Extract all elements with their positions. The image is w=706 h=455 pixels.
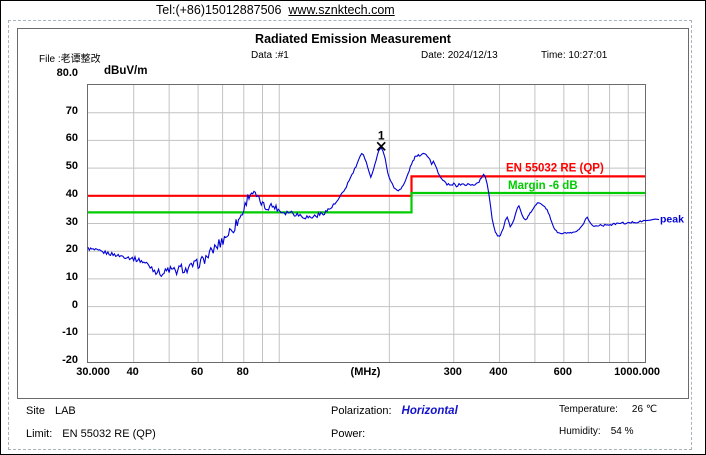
polarization-field: Polarization: Horizontal: [331, 405, 458, 417]
temperature-value: 26 ℃: [631, 404, 658, 415]
x-tick-label: (MHz): [350, 366, 381, 378]
y-tick-label: -20: [62, 354, 78, 366]
chart-frame-box: [17, 28, 689, 399]
site-label: Site: [26, 405, 45, 417]
polarization-value: Horizontal: [401, 405, 458, 417]
y-tick-label: 50: [65, 160, 78, 173]
margin-line-label: Margin -6 dB: [508, 180, 578, 192]
temperature-field: Temperature: 26 ℃: [559, 404, 657, 415]
y-tick-label: 0: [71, 298, 78, 311]
data-value: #1: [277, 50, 289, 61]
x-tick-label: 400: [489, 366, 508, 378]
peak-trace: [87, 147, 660, 278]
x-tick-label: 60: [190, 366, 204, 378]
y-tick-label: 40: [65, 187, 78, 200]
y-tick-label: 10: [65, 270, 78, 283]
date-label: Date:: [421, 50, 445, 61]
phone-number: Tel:(+86)15012887506: [156, 3, 282, 17]
date-field: Date: 2024/12/13: [421, 50, 498, 61]
limit-label: Limit:: [26, 428, 53, 440]
y-tick-label: 60: [65, 132, 78, 145]
site-value: LAB: [54, 405, 76, 417]
x-tick-label: 600: [553, 366, 573, 378]
site-field: Site LAB: [26, 405, 76, 417]
limit-line-label: EN 55032 RE (QP): [506, 162, 604, 174]
time-field: Time: 10:27:01: [541, 50, 607, 61]
humidity-label: Humidity:: [559, 426, 601, 437]
margin-line: [88, 191, 645, 214]
humidity-value: 54 %: [610, 426, 634, 437]
file-field: File :老谭整改: [39, 50, 101, 65]
x-tick-label: 1000.000: [614, 366, 661, 378]
website-link[interactable]: www.sznktech.com: [288, 3, 395, 17]
time-label: Time:: [541, 50, 566, 61]
x-axis-tick-labels: 30.000 40 60 80 (MHz) 300 400 600 1000.000: [76, 366, 660, 382]
y-tick-label: -10: [62, 326, 78, 339]
x-tick-label: 40: [126, 366, 139, 378]
temperature-label: Temperature:: [559, 404, 618, 415]
date-value: 2024/12/13: [447, 50, 498, 61]
marker-x-icon: [376, 141, 386, 151]
x-tick-label: 80: [236, 366, 249, 378]
y-axis-tick-labels: 70 60 50 40 30 20 10 0 -10 -20: [31, 84, 78, 366]
trace-name-label: peak: [660, 214, 684, 226]
header-contact: Tel:(+86)15012887506 www.sznktech.com: [156, 3, 395, 17]
y-tick-label: 30: [65, 215, 78, 228]
y-tick-label: 20: [65, 243, 78, 256]
page-dashed-border: [8, 20, 692, 450]
marker-number-label: 1: [378, 128, 385, 142]
emission-chart: 1 EN 55032 RE (QP) Margin -6 dB peak: [87, 85, 684, 362]
page-title: Radiated Emission Measurement: [255, 32, 451, 46]
file-value: 老谭整改: [60, 54, 101, 65]
file-label: File :: [39, 54, 61, 65]
data-label: Data :: [251, 50, 278, 61]
x-tick-label: 300: [443, 366, 462, 378]
power-label: Power:: [331, 428, 366, 440]
x-tick-label: 30.000: [76, 366, 110, 378]
chart-plot-area: 1 EN 55032 RE (QP) Margin -6 dB peak: [87, 84, 684, 363]
y-axis-unit-label: dBuV/m: [104, 65, 148, 77]
y-axis-top-label: 80.0: [56, 67, 78, 79]
y-tick-label: 70: [65, 104, 78, 117]
limit-value: EN 55032 RE (QP): [62, 428, 156, 440]
power-field: Power:: [331, 428, 375, 440]
limit-field: Limit: EN 55032 RE (QP): [26, 428, 156, 440]
data-field: Data :#1: [251, 50, 289, 61]
time-value: 10:27:01: [568, 50, 608, 61]
polarization-label: Polarization:: [331, 405, 392, 417]
humidity-field: Humidity: 54 %: [559, 426, 633, 437]
